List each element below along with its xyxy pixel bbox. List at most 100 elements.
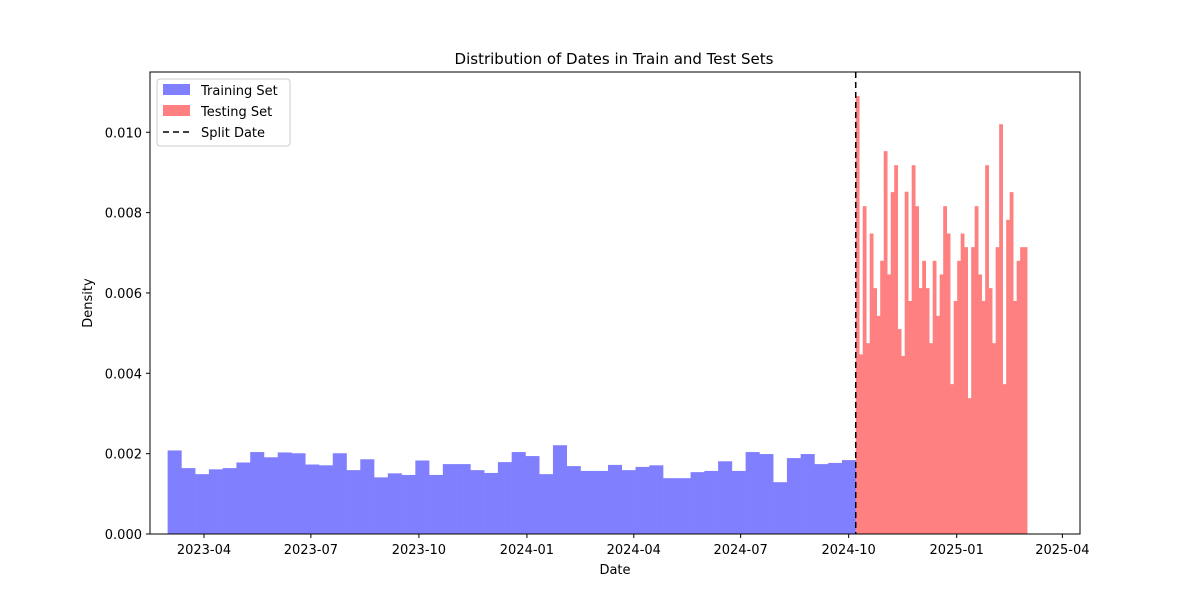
training-bar (718, 461, 733, 534)
testing-bar (939, 274, 944, 534)
training-bar (497, 462, 512, 534)
training-bar (731, 470, 746, 534)
testing-bar (999, 124, 1003, 535)
testing-bar (953, 300, 958, 534)
legend-testing-label: Testing Set (200, 105, 272, 120)
testing-bar (890, 192, 895, 534)
testing-bar (967, 398, 972, 534)
testing-bar (904, 191, 909, 534)
y-tick-label: 0.000 (105, 528, 142, 543)
training-bar (181, 468, 196, 534)
x-tick-label: 2024-04 (607, 543, 661, 558)
y-axis-label: Density (81, 278, 96, 328)
x-axis: 2023-04 2023-07 2023-10 2024-01 2024-04 2024-… (177, 534, 1090, 558)
x-tick-label: 2024-01 (500, 543, 554, 558)
testing-bar (887, 274, 892, 534)
training-bar (456, 464, 471, 534)
y-tick-label: 0.004 (105, 367, 142, 382)
training-bar (195, 474, 210, 534)
training-bar (250, 452, 265, 534)
x-axis-label: Date (599, 563, 630, 578)
testing-bar (897, 329, 902, 534)
testing-bar (995, 247, 1000, 534)
testing-bar (964, 247, 968, 534)
training-bar (401, 474, 416, 534)
training-bar (704, 470, 719, 534)
testing-bar (985, 165, 989, 534)
testing-bar (981, 300, 986, 534)
training-bar (387, 473, 402, 534)
plot-frame (149, 71, 1081, 535)
training-bar (511, 452, 526, 534)
x-tick-label: 2025-04 (1035, 543, 1089, 558)
legend: Training Set Testing Set Split Date (156, 78, 291, 147)
training-bar (222, 468, 237, 534)
y-axis: 0.000 0.002 0.004 0.006 0.008 0.010 (105, 126, 150, 543)
training-bar (291, 453, 306, 534)
training-bar (773, 482, 788, 534)
training-bar (442, 464, 457, 534)
training-bars (167, 445, 857, 534)
legend-training-label: Training Set (200, 84, 278, 99)
training-bar (318, 465, 334, 534)
testing-bar (869, 233, 874, 534)
training-bar (841, 460, 857, 534)
training-bar (167, 450, 182, 534)
testing-bar (880, 260, 885, 534)
x-tick-label: 2023-10 (392, 543, 446, 558)
training-bar (649, 465, 664, 534)
testing-bar (862, 206, 867, 535)
testing-bar (1020, 247, 1024, 534)
testing-bar (918, 288, 923, 534)
testing-bars (855, 96, 1028, 535)
training-bar (525, 456, 540, 534)
testing-bar (1009, 192, 1014, 534)
training-bar (800, 454, 815, 534)
testing-bar (915, 206, 919, 535)
testing-bar (974, 206, 979, 535)
testing-bar (971, 247, 975, 534)
testing-bar (901, 356, 906, 534)
testing-bar (855, 96, 860, 535)
x-tick-label: 2024-07 (713, 543, 767, 558)
testing-bar (1006, 219, 1010, 534)
training-bar (566, 466, 581, 534)
testing-bar (1013, 300, 1017, 534)
x-tick-label: 2024-10 (822, 543, 876, 558)
training-bar (759, 454, 774, 534)
training-bar (346, 470, 361, 534)
legend-split-label: Split Date (201, 126, 265, 141)
training-bar (635, 466, 650, 534)
x-tick-label: 2023-07 (284, 543, 338, 558)
testing-bar (1016, 260, 1021, 534)
training-bar (277, 452, 292, 534)
testing-bar (929, 343, 933, 534)
training-bar (786, 458, 801, 534)
testing-bar (950, 384, 954, 534)
training-bar (539, 474, 554, 534)
testing-bar (946, 233, 951, 534)
legend-testing-swatch (163, 105, 190, 116)
training-bar (594, 470, 609, 534)
legend-training-swatch (163, 84, 190, 95)
testing-bar (859, 354, 864, 534)
testing-bar (873, 288, 878, 534)
testing-bar (988, 288, 993, 534)
testing-bar (922, 260, 926, 534)
training-bar (429, 474, 444, 534)
training-bar (663, 478, 678, 534)
testing-bar (1023, 247, 1028, 534)
testing-bar (1002, 384, 1007, 534)
training-bar (484, 472, 499, 534)
training-bar (552, 445, 568, 534)
training-bar (208, 469, 223, 534)
x-tick-label: 2023-04 (177, 543, 231, 558)
training-bar (608, 464, 623, 534)
testing-bar (911, 165, 916, 534)
training-bar (828, 462, 843, 534)
y-tick-label: 0.002 (105, 448, 142, 463)
training-bar (745, 452, 760, 534)
x-tick-label: 2025-01 (930, 543, 984, 558)
testing-bar (978, 274, 982, 534)
